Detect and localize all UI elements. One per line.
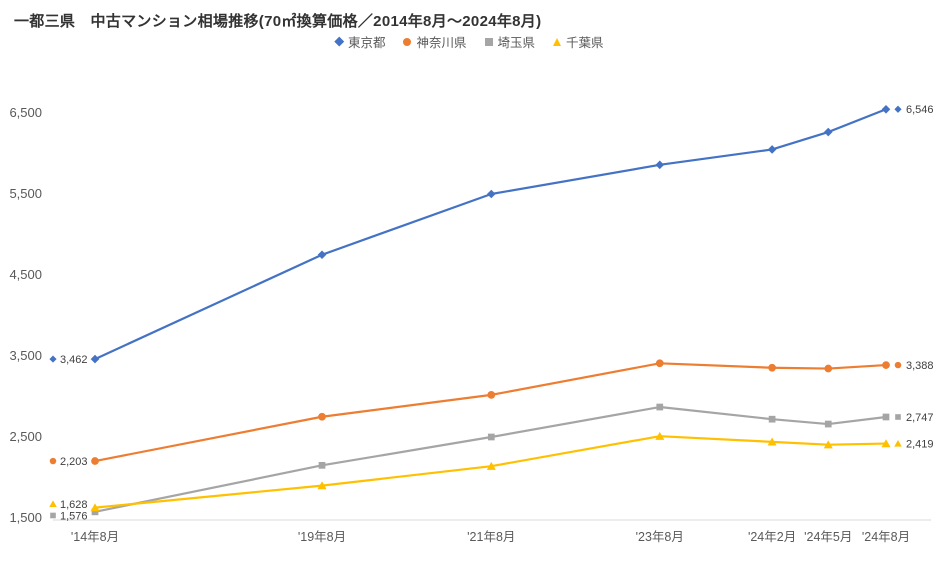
data-point-marker (823, 127, 833, 137)
data-label-key-icon (49, 500, 57, 508)
legend-label: 東京都 (347, 36, 386, 50)
triangle-legend-marker-icon (553, 37, 562, 46)
x-axis-tick-label: '24年8月 (862, 530, 910, 544)
data-label-start: 1,576 (60, 510, 88, 522)
data-label-key-icon (894, 439, 902, 447)
data-label-key-icon (49, 355, 57, 363)
data-point-marker (487, 433, 495, 441)
x-axis-tick-label: '23年8月 (636, 530, 684, 544)
data-point-marker (655, 359, 664, 368)
data-point-marker (882, 413, 890, 421)
x-axis-tick-label: '21年8月 (467, 530, 515, 544)
data-point-marker (487, 391, 496, 399)
data-label-key-icon (894, 105, 902, 113)
legend-item-3: 千葉県 (553, 32, 604, 51)
data-point-marker (881, 104, 891, 114)
legend-label: 埼玉県 (497, 36, 536, 50)
data-label-end: 6,546 (906, 104, 934, 116)
square-legend-marker-icon (484, 37, 493, 46)
data-label-key-icon (50, 512, 56, 519)
chart-title: 一都三県 中古マンション相場推移(70㎡換算価格／2014年8月～2024年8月… (14, 13, 542, 30)
data-point-marker (91, 508, 99, 516)
y-axis-tick-label: 6,500 (9, 105, 42, 120)
x-axis-tick-label: '14年8月 (71, 530, 119, 544)
data-label-key-icon (895, 414, 901, 420)
legend-item-0: 東京都 (335, 32, 386, 51)
data-point-marker (90, 354, 100, 364)
legend-item-2: 埼玉県 (484, 32, 536, 51)
legend-item-1: 神奈川県 (403, 32, 467, 51)
data-point-marker (823, 440, 833, 449)
data-point-marker (318, 412, 326, 421)
data-point-marker (317, 481, 327, 490)
data-point-marker (882, 361, 890, 369)
data-point-marker (767, 145, 777, 154)
data-point-marker (881, 439, 891, 448)
data-point-marker (317, 250, 327, 260)
data-point-marker (824, 364, 833, 373)
x-axis-tick-label: '24年5月 (804, 530, 852, 544)
data-label-end: 2,419 (906, 438, 934, 450)
data-point-marker (90, 503, 100, 512)
series-line-0 (93, 108, 888, 361)
y-axis-tick-label: 2,500 (9, 429, 42, 444)
data-point-marker (824, 420, 832, 428)
data-label-key-icon (49, 457, 57, 465)
data-point-marker (768, 415, 776, 423)
data-point-marker (768, 363, 776, 372)
y-axis-tick-label: 3,500 (9, 348, 42, 363)
data-label-end: 2,747 (906, 412, 934, 424)
data-label-key-icon (894, 361, 902, 369)
y-axis-tick-label: 1,500 (9, 510, 42, 525)
x-axis-tick-label: '24年2月 (748, 530, 796, 544)
series-line-3 (93, 435, 888, 509)
y-axis-tick-label: 4,500 (9, 267, 42, 282)
data-point-marker (486, 189, 496, 199)
x-axis-tick-label: '19年8月 (298, 530, 346, 544)
data-point-marker (767, 437, 777, 446)
data-label-start: 1,628 (60, 499, 88, 511)
data-point-marker (655, 431, 665, 440)
data-point-marker (91, 457, 99, 465)
legend-label: 千葉県 (566, 36, 604, 50)
data-label-start: 2,203 (60, 456, 88, 468)
data-point-marker (318, 461, 326, 469)
data-label-start: 3,462 (60, 354, 88, 366)
data-point-marker (655, 160, 665, 170)
series-line-1 (93, 362, 888, 463)
y-axis-tick-label: 5,500 (9, 186, 42, 201)
data-point-marker (656, 403, 664, 411)
data-label-end: 3,388 (906, 360, 934, 372)
legend-label: 神奈川県 (416, 36, 467, 50)
circle-legend-marker-icon (403, 37, 412, 46)
chart-legend: 東京都 神奈川県 埼玉県 千葉県 (0, 32, 940, 51)
data-point-marker (486, 461, 496, 470)
